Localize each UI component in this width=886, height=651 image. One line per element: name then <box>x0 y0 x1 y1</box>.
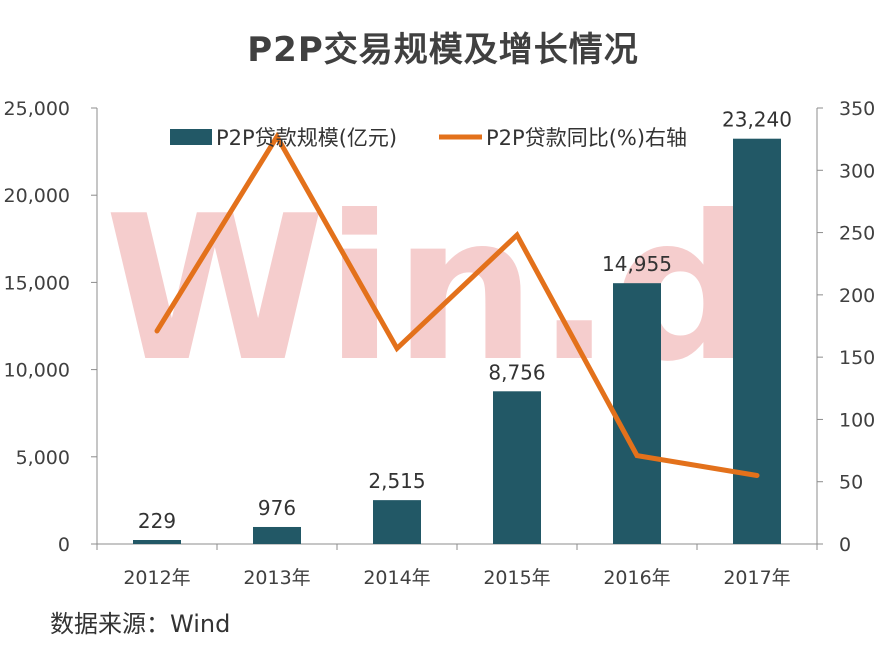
y-left-tick-label: 20,000 <box>4 185 70 207</box>
y-right-tick-label: 100 <box>839 409 875 431</box>
y-left-tick-label: 0 <box>58 534 70 556</box>
bar-data-label: 14,955 <box>602 252 672 276</box>
y-left-tick-label: 25,000 <box>4 98 70 120</box>
y-right-tick-label: 0 <box>839 534 851 556</box>
chart-title: P2P交易规模及增长情况 <box>247 30 639 70</box>
line-point <box>756 474 758 476</box>
line-point <box>276 136 278 138</box>
bar <box>133 540 181 544</box>
y-left-tick-label: 5,000 <box>16 447 70 469</box>
y-right-tick-label: 50 <box>839 472 863 494</box>
y-right-tick-label: 350 <box>839 98 875 120</box>
line-point <box>636 455 638 457</box>
bar <box>373 500 421 544</box>
y-left-tick-label: 10,000 <box>4 360 70 382</box>
source-note: 数据来源：Wind <box>50 610 231 638</box>
x-tick-label: 2016年 <box>603 567 670 589</box>
line-point <box>156 330 158 332</box>
line-point <box>396 347 398 349</box>
legend-bar-label: P2P贷款规模(亿元) <box>216 126 397 150</box>
x-tick-label: 2017年 <box>723 567 790 589</box>
line-point <box>516 234 518 236</box>
x-tick-label: 2014年 <box>363 567 430 589</box>
bar-data-label: 229 <box>138 509 176 533</box>
axes: 0 5,000 10,000 15,000 20,000 25,000 0 50 100 150 2… <box>4 98 876 589</box>
bar-data-label: 23,240 <box>722 108 792 132</box>
x-tick-label: 2013年 <box>243 567 310 589</box>
y-right-tick-label: 250 <box>839 223 875 245</box>
line-series <box>154 131 760 478</box>
y-right-tick-label: 200 <box>839 285 875 307</box>
y-right-tick-label: 300 <box>839 160 875 182</box>
x-tick-label: 2015年 <box>483 567 550 589</box>
legend-bar-swatch <box>170 129 212 145</box>
growth-line <box>154 131 760 478</box>
x-tick-label: 2012年 <box>123 567 190 589</box>
legend: P2P贷款规模(亿元) P2P贷款同比(%)右轴 <box>170 126 687 150</box>
bar <box>253 526 301 544</box>
bar <box>733 138 781 544</box>
legend-line-label: P2P贷款同比(%)右轴 <box>486 126 687 150</box>
y-right-tick-label: 150 <box>839 347 875 369</box>
bar-data-label: 976 <box>258 496 296 520</box>
bar-data-label: 8,756 <box>488 360 545 384</box>
bar <box>613 283 661 544</box>
y-left-tick-label: 15,000 <box>4 272 70 294</box>
bar-data-label: 2,515 <box>368 469 425 493</box>
bar <box>493 391 541 544</box>
bar-series: 229 976 2,515 8,756 14,955 23,240 <box>133 108 792 544</box>
